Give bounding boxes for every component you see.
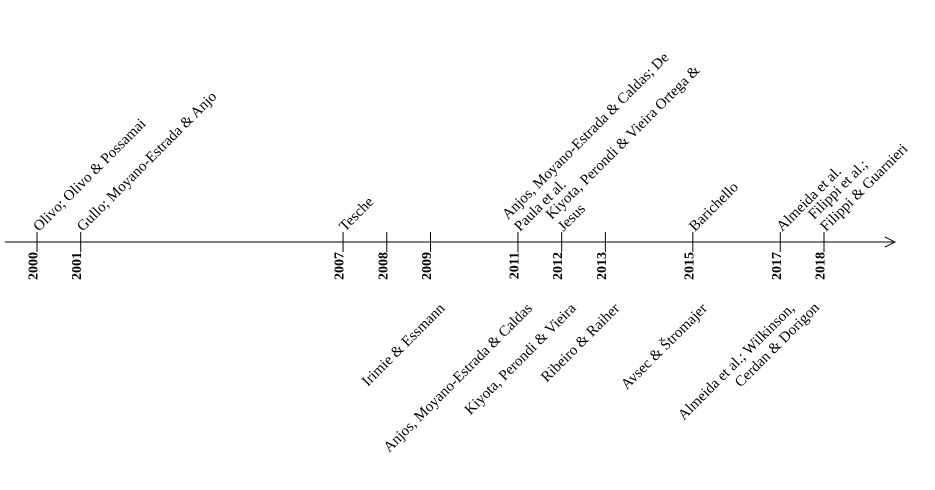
year-label: 2013 — [595, 252, 610, 280]
year-label: 2001 — [70, 252, 85, 280]
label-line: Ribeiro & Raiher — [538, 301, 623, 386]
year-label: 2012 — [551, 252, 566, 280]
label-line: Irimie & Essmann — [359, 300, 448, 389]
year-label: 2017 — [770, 252, 785, 280]
below-label: Avsec & Štromajer — [618, 300, 711, 393]
label-line: Tesche — [337, 194, 378, 235]
year-label: 2000 — [27, 252, 42, 280]
year-label: 2008 — [376, 252, 391, 280]
above-label: Barichello — [686, 179, 741, 234]
label-line: Anjos, Moyano-Estrada & Caldas; De — [499, 50, 672, 223]
year-label: 2009 — [420, 252, 435, 280]
year-label: 2011 — [507, 252, 522, 279]
label-line: Barichello — [686, 179, 741, 234]
label-line: Avsec & Štromajer — [618, 300, 711, 393]
below-label: Ribeiro & Raiher — [538, 301, 623, 386]
axis-arrow — [884, 236, 897, 248]
above-label: Tesche — [337, 194, 378, 235]
year-label: 2018 — [814, 252, 829, 280]
year-label: 2015 — [682, 252, 697, 280]
below-label: Irimie & Essmann — [359, 300, 448, 389]
year-label: 2007 — [333, 252, 348, 280]
above-label: Anjos, Moyano-Estrada & Caldas; DePaula … — [499, 50, 684, 235]
